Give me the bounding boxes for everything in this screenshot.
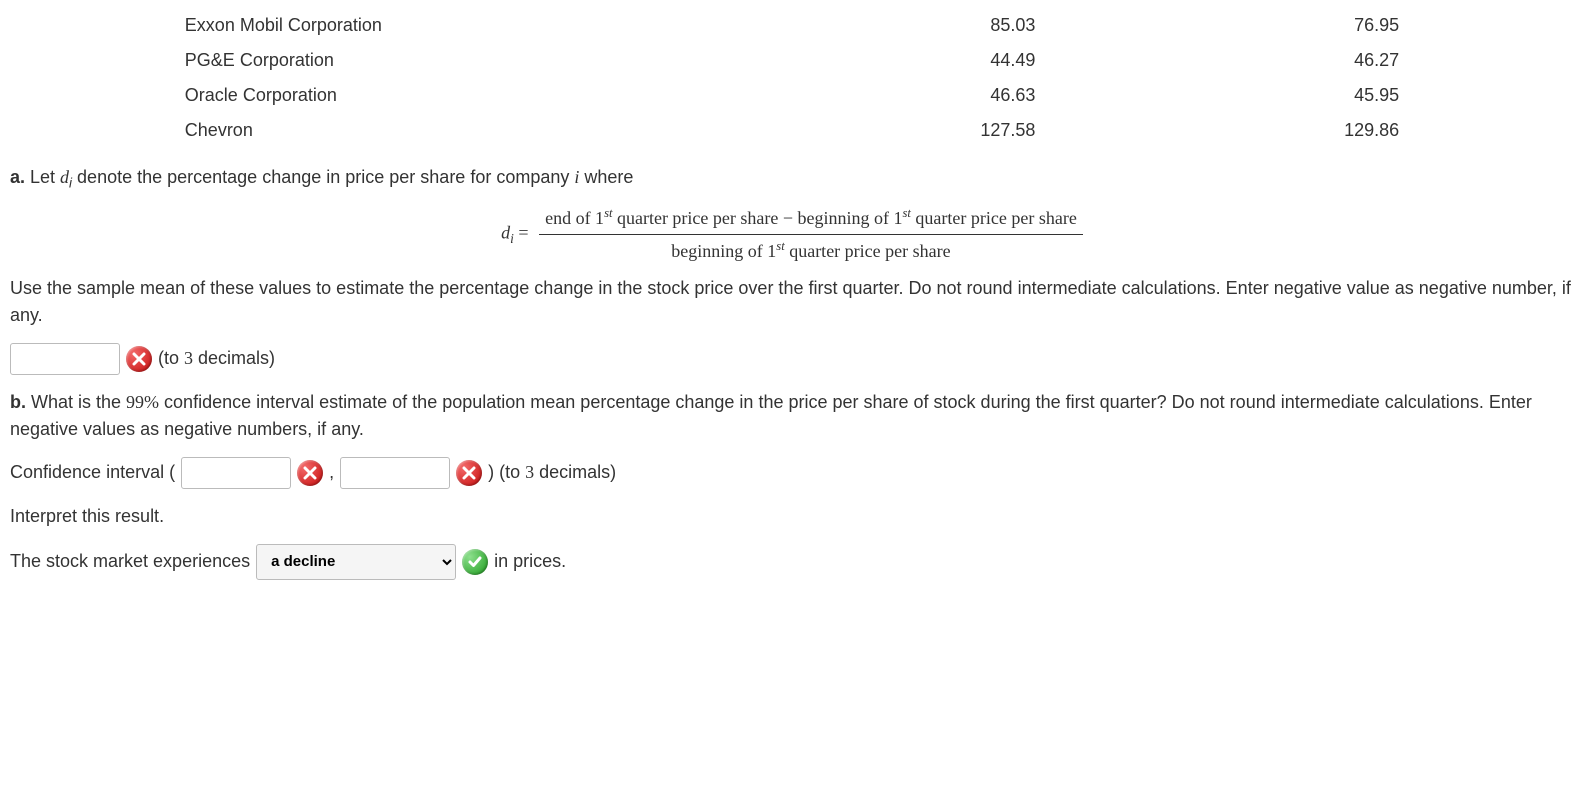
answer-a-note: (to 3 decimals) <box>158 345 275 372</box>
incorrect-icon <box>126 346 152 372</box>
qa-text2: denote the percentage change in price pe… <box>72 167 574 187</box>
value1-cell: 44.49 <box>692 43 1056 78</box>
den-part2: quarter price per share <box>785 241 951 261</box>
interpret-row: The stock market experiences a decline i… <box>10 544 1574 580</box>
qa-label: a. <box>10 167 25 187</box>
den-part1: beginning of 1 <box>671 241 776 261</box>
ci-lower-input[interactable] <box>181 457 291 489</box>
formula-denominator: beginning of 1st quarter price per share <box>539 235 1083 265</box>
ci-close-post: decimals) <box>534 462 616 482</box>
ci-comma: , <box>329 459 334 486</box>
value1-cell: 46.63 <box>692 78 1056 113</box>
formula: di = end of 1st quarter price per share … <box>8 204 1576 265</box>
ci-label: Confidence interval ( <box>10 459 175 486</box>
qb-text1: What is the <box>26 392 126 412</box>
formula-eq: = <box>514 222 533 242</box>
ci-row: Confidence interval ( , ) (to 3 decimals… <box>10 457 1574 489</box>
qa-var: d <box>60 167 69 187</box>
value2-cell: 45.95 <box>1055 78 1419 113</box>
num-part2: quarter price per share − beginning of 1 <box>612 208 902 228</box>
note-pre: (to <box>158 348 184 368</box>
value1-cell: 127.58 <box>692 113 1056 148</box>
ci-num: 3 <box>525 462 534 482</box>
incorrect-icon <box>456 460 482 486</box>
value2-cell: 46.27 <box>1055 43 1419 78</box>
note-num: 3 <box>184 348 193 368</box>
value2-cell: 129.86 <box>1055 113 1419 148</box>
question-b: b. What is the 99% confidence interval e… <box>10 389 1574 443</box>
company-cell: Oracle Corporation <box>165 78 692 113</box>
price-table: Exxon Mobil Corporation 85.03 76.95 PG&E… <box>165 8 1419 148</box>
num-part3: quarter price per share <box>911 208 1077 228</box>
num-st2: st <box>903 206 911 220</box>
company-cell: Chevron <box>165 113 692 148</box>
qa-text3: where <box>579 167 633 187</box>
table-row: Oracle Corporation 46.63 45.95 <box>165 78 1419 113</box>
value2-cell: 76.95 <box>1055 8 1419 43</box>
table-row: PG&E Corporation 44.49 46.27 <box>165 43 1419 78</box>
ci-close-pre: ) (to <box>488 462 525 482</box>
interpret-select[interactable]: a decline <box>256 544 456 580</box>
den-st: st <box>776 239 784 253</box>
value1-cell: 85.03 <box>692 8 1056 43</box>
qb-label: b. <box>10 392 26 412</box>
qb-text2: confidence interval estimate of the popu… <box>10 392 1532 439</box>
formula-var: d <box>501 222 510 242</box>
interpret-tail: in prices. <box>494 548 566 575</box>
formula-fraction: end of 1 st quarter price per share − beg… <box>539 204 1083 265</box>
qa-text1: Let <box>25 167 60 187</box>
table-row: Exxon Mobil Corporation 85.03 76.95 <box>165 8 1419 43</box>
answer-a-input[interactable] <box>10 343 120 375</box>
correct-icon <box>462 549 488 575</box>
ci-close: ) (to 3 decimals) <box>488 459 616 486</box>
question-a: a. Let di denote the percentage change i… <box>10 164 1574 194</box>
incorrect-icon <box>297 460 323 486</box>
qb-pct: 99% <box>126 392 159 412</box>
company-cell: Exxon Mobil Corporation <box>165 8 692 43</box>
formula-numerator: end of 1 st quarter price per share − beg… <box>539 204 1083 235</box>
answer-a-row: (to 3 decimals) <box>10 343 1574 375</box>
company-cell: PG&E Corporation <box>165 43 692 78</box>
interpret-label: Interpret this result. <box>10 503 1574 530</box>
num-part1: end of 1 <box>545 208 604 228</box>
table-row: Chevron 127.58 129.86 <box>165 113 1419 148</box>
ci-upper-input[interactable] <box>340 457 450 489</box>
interpret-lead: The stock market experiences <box>10 548 250 575</box>
instruction-a: Use the sample mean of these values to e… <box>10 275 1574 329</box>
note-post: decimals) <box>193 348 275 368</box>
